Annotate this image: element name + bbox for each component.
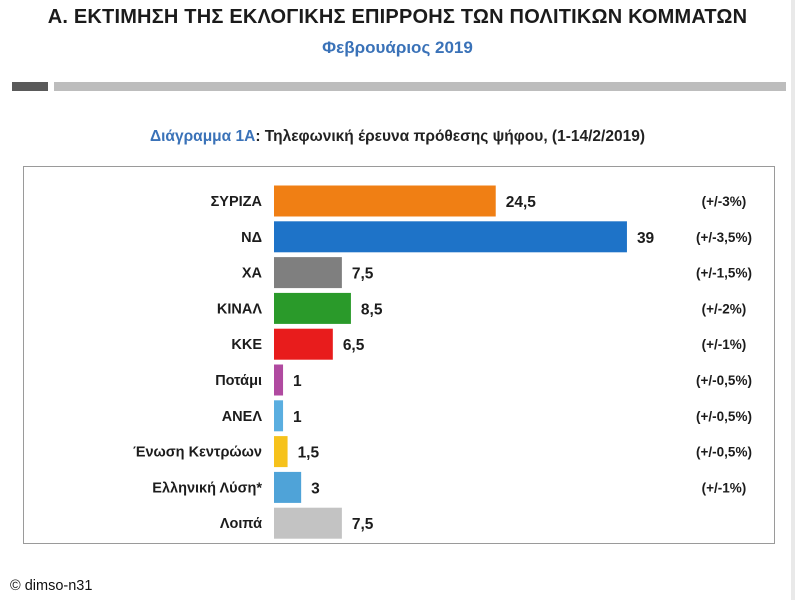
bar-7 xyxy=(274,400,284,432)
bar-6 xyxy=(274,364,284,396)
value-label-6: 1 xyxy=(293,373,302,390)
value-label-10: 7,5 xyxy=(352,516,374,533)
bar-3 xyxy=(274,257,342,289)
bar-1 xyxy=(274,185,496,217)
value-label-1: 24,5 xyxy=(506,194,537,211)
chart-frame: ΣΥΡΙΖΑ 24,5 (+/-3%) ΝΔ 39 (+/-3,5%) ΧΑ 7,5 (+/-1… xyxy=(23,166,775,544)
category-label-8: Ένωση Κεντρώων xyxy=(133,445,262,461)
margin-label-1: (+/-3%) xyxy=(702,194,747,209)
page-title: Α. ΕΚΤΙΜΗΣΗ ΤΗΣ ΕΚΛΟΓΙΚΗΣ ΕΠΙΡΡΟΗΣ ΤΩΝ Π… xyxy=(47,6,748,28)
margin-label-7: (+/-0,5%) xyxy=(696,409,752,424)
value-label-7: 1 xyxy=(293,409,302,426)
margin-label-6: (+/-0,5%) xyxy=(696,373,752,388)
margin-label-4: (+/-2%) xyxy=(702,301,747,316)
copyright-notice: © dimso-n31 xyxy=(10,578,93,594)
chart-caption-text: : Τηλεφωνική έρευνα πρόθεσης ψήφου, (1-1… xyxy=(255,128,645,145)
value-label-3: 7,5 xyxy=(352,266,374,283)
bar-10 xyxy=(274,507,342,539)
bar-4 xyxy=(274,292,351,324)
bar-8 xyxy=(274,436,288,468)
value-label-5: 6,5 xyxy=(343,337,365,354)
category-label-5: ΚΚΕ xyxy=(231,337,262,353)
value-label-9: 3 xyxy=(311,480,320,497)
bar-9 xyxy=(274,471,302,503)
page-subtitle: Φεβρουάριος 2019 xyxy=(322,38,473,57)
value-label-2: 39 xyxy=(637,230,655,247)
category-label-2: ΝΔ xyxy=(241,230,262,246)
value-label-8: 1,5 xyxy=(298,445,320,462)
category-label-10: Λοιπά xyxy=(220,516,262,532)
category-label-6: Ποτάμι xyxy=(215,373,262,389)
category-label-3: ΧΑ xyxy=(242,266,263,282)
value-label-4: 8,5 xyxy=(361,301,383,318)
bar-2 xyxy=(274,221,627,253)
bar-5 xyxy=(274,328,333,360)
category-label-1: ΣΥΡΙΖΑ xyxy=(211,194,263,210)
bar-chart: ΣΥΡΙΖΑ 24,5 (+/-3%) ΝΔ 39 (+/-3,5%) ΧΑ 7,5 (+/-1… xyxy=(133,185,752,539)
margin-label-3: (+/-1,5%) xyxy=(696,266,752,281)
category-label-4: ΚΙΝΑΛ xyxy=(217,301,262,317)
header-rule-light xyxy=(54,82,786,91)
chart-caption-lead: Διάγραμμα 1Α xyxy=(149,128,256,145)
margin-label-8: (+/-0,5%) xyxy=(696,445,752,460)
page-edge xyxy=(791,0,795,600)
margin-label-9: (+/-1%) xyxy=(702,480,747,495)
header-rule-dark xyxy=(12,82,48,91)
category-label-9: Ελληνική Λύση* xyxy=(152,480,262,496)
chart-caption: Διάγραμμα 1Α: Τηλεφωνική έρευνα πρόθεσης… xyxy=(0,128,795,146)
margin-label-5: (+/-1%) xyxy=(702,337,747,352)
margin-label-2: (+/-3,5%) xyxy=(696,230,752,245)
category-label-7: ΑΝΕΛ xyxy=(222,409,263,425)
